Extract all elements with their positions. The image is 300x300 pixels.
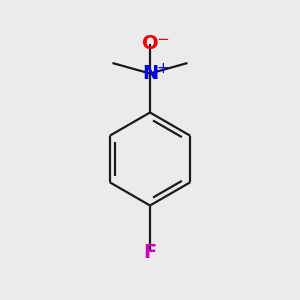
Text: N: N bbox=[142, 64, 158, 83]
Text: −: − bbox=[156, 32, 169, 47]
Text: +: + bbox=[156, 61, 169, 76]
Text: O: O bbox=[142, 34, 158, 53]
Text: F: F bbox=[143, 242, 157, 262]
